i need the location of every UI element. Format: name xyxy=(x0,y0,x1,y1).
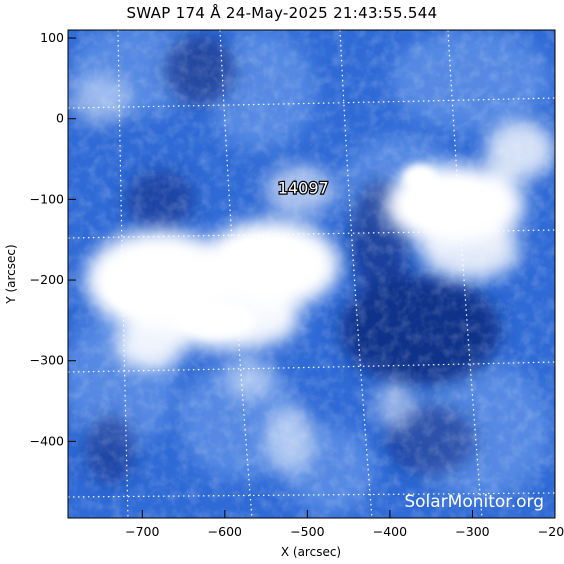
y-axis-title: Y (arcsec) xyxy=(4,244,18,304)
y-tick-label: 100 xyxy=(40,30,64,45)
x-tick-label: −500 xyxy=(290,524,324,539)
y-tick-label: 0 xyxy=(56,111,64,126)
x-tick-label: −600 xyxy=(208,524,242,539)
y-axis-ticks: 100 0 −100 −200 −300 −400 xyxy=(30,30,76,448)
euv-image xyxy=(68,30,555,518)
y-tick-label: −400 xyxy=(30,433,64,448)
image-grain xyxy=(68,30,555,518)
x-tick-label: −300 xyxy=(455,524,489,539)
x-tick-label: −400 xyxy=(373,524,407,539)
x-axis-ticks: −700 −600 −500 −400 −300 −200 xyxy=(125,510,564,539)
x-axis-title: X (arcsec) xyxy=(281,545,341,559)
watermark: SolarMonitor.org xyxy=(404,492,544,512)
active-region-label: 14097 xyxy=(278,178,329,197)
x-tick-label: −200 xyxy=(538,524,564,539)
plot-frame xyxy=(67,29,556,519)
heliographic-grid xyxy=(68,30,555,518)
y-tick-label: −300 xyxy=(30,353,64,368)
image-title: SWAP 174 Å 24-May-2025 21:43:55.544 xyxy=(126,4,438,22)
x-tick-label: −700 xyxy=(125,524,159,539)
y-tick-label: −100 xyxy=(30,191,64,206)
y-tick-label: −200 xyxy=(30,272,64,287)
